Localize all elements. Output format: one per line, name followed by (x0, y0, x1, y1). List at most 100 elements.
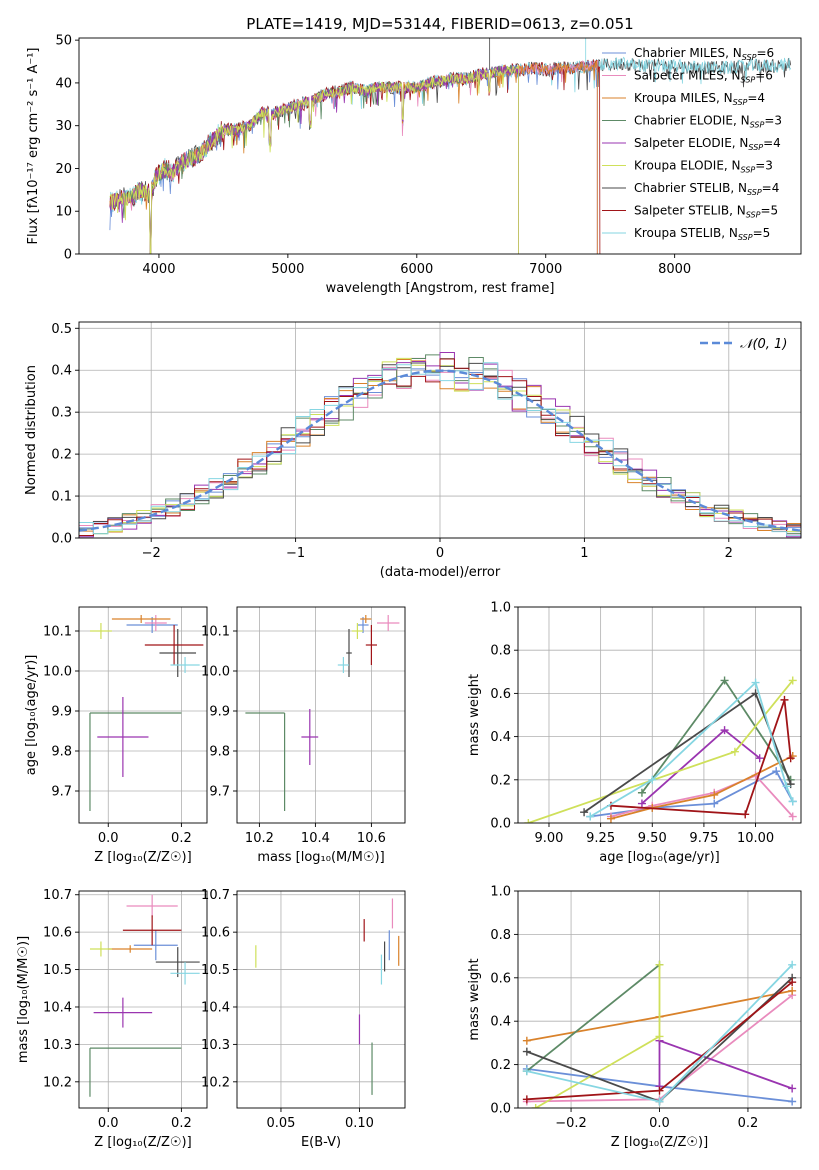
y-tick-label: 10 (55, 205, 72, 220)
series-chabrier-miles (586, 767, 797, 821)
x-tick-label: 6000 (400, 262, 433, 277)
legend-label: Kroupa ELODIE, NSSP=3 (634, 159, 773, 175)
spectrum-line-chabrier-stelib (109, 57, 792, 254)
y-tick-label: 10.7 (201, 888, 230, 903)
errorbar-kroupa-elodie (89, 941, 112, 957)
y-tick-label: 10.1 (201, 625, 230, 640)
plot-area-age-vs-mass (245, 615, 400, 811)
x-axis-label: Z [log₁₀(Z/Z☉)] (611, 1135, 708, 1150)
spectrum-line-kroupa-elodie (109, 65, 519, 254)
series-line (590, 769, 794, 818)
plot-area-mass-vs-Z (89, 894, 200, 1097)
chart-title: PLATE=1419, MJD=53144, FIBERID=0613, z=0… (246, 15, 633, 33)
y-tick-label: 0.8 (490, 644, 511, 659)
legend-label: Chabrier MILES, NSSP=6 (634, 46, 774, 62)
y-tick-label: 10.6 (201, 926, 230, 941)
y-tick-label: 50 (55, 34, 72, 49)
y-tick-label: 0.6 (490, 971, 511, 986)
series-marker (710, 790, 719, 799)
normal-curve (79, 369, 801, 532)
x-axis-label: age [log₁₀(age/yr)] (599, 850, 720, 865)
series-marker (741, 810, 750, 819)
plot-area-spectrum (109, 38, 792, 254)
series-line (528, 679, 794, 823)
y-tick-label: 0.3 (51, 406, 72, 421)
x-tick-label: 0.2 (171, 1116, 192, 1131)
legend: Chabrier MILES, NSSP=6 Salpeter MILES, NS… (602, 46, 782, 242)
plot-area-mass-weight-vs-Z (522, 960, 797, 1108)
y-tick-label: 40 (55, 76, 72, 91)
y-tick-label: 0.4 (51, 364, 72, 379)
axes-frame (236, 890, 406, 1109)
series-salpeter-elodie (637, 726, 764, 808)
errorbar-chabrier-elodie (245, 712, 286, 811)
y-tick-label: 10.3 (43, 1038, 72, 1053)
y-tick-label: 1.0 (490, 601, 511, 616)
x-tick-label: 9.50 (638, 831, 667, 846)
panel-mass-vs-Z: 0.0 0.2 10.2 10.3 10.4 10.5 10.6 10.7 Z [log₁₀(Z… (16, 888, 208, 1150)
panel-mass-weight-vs-Z: −0.2 0.0 0.2 0.0 0.2 0.4 0.6 0.8 1.0 Z [log₁₀(Z/Z… (467, 885, 802, 1150)
series-marker (637, 799, 646, 808)
series-chabrier-stelib (580, 689, 795, 817)
y-tick-label: 10.6 (43, 926, 72, 941)
panel-spectrum: 4000 5000 6000 7000 8000 0 10 20 30 40 50 wavelengt… (26, 15, 802, 296)
axes-frame (78, 37, 802, 255)
plot-area-residuals (79, 352, 801, 538)
x-axis-label: E(B-V) (301, 1135, 341, 1150)
x-axis-label: Z [log₁₀(Z/Z☉)] (94, 850, 191, 865)
y-tick-label: 0 (64, 248, 72, 263)
series-marker (788, 978, 797, 987)
series-marker (710, 799, 719, 808)
series-marker (755, 754, 764, 763)
y-tick-label: 0.5 (51, 322, 72, 337)
series-marker (720, 676, 729, 685)
y-tick-label: 0.4 (490, 730, 511, 745)
errorbar-chabrier-miles (126, 617, 178, 633)
errorbar-salpeter-miles (126, 894, 178, 918)
errorbar-salpeter-miles (377, 615, 400, 631)
series-kroupa-stelib (586, 678, 797, 821)
errorbar-chabrier-stelib (159, 629, 197, 677)
series-kroupa-stelib (522, 960, 797, 1106)
x-tick-label: 10.2 (245, 831, 274, 846)
y-tick-label: 9.9 (209, 705, 230, 720)
y-tick-label: 0.4 (490, 1015, 511, 1030)
series-marker (522, 1067, 531, 1076)
series-marker (786, 754, 795, 763)
errorbar-kroupa-stelib (170, 962, 200, 985)
x-tick-label: 7000 (529, 262, 562, 277)
y-tick-label: 9.7 (209, 785, 230, 800)
x-tick-label: 1 (580, 546, 588, 561)
panel-mass-weight-vs-age: 9.00 9.25 9.50 9.75 10.00 0.0 0.2 0.4 0.6 0.8 1.0 a… (467, 601, 802, 865)
x-tick-label: 0.0 (98, 1116, 119, 1131)
legend-label: 𝒩(0, 1) (740, 337, 787, 352)
series-salpeter-elodie (655, 1036, 797, 1093)
series-marker (782, 782, 791, 791)
panel-age-vs-mass: 10.2 10.4 10.6 9.7 9.8 9.9 10.0 10.1 mass [log₁₀… (201, 606, 406, 865)
errorbar-salpeter-stelib (122, 915, 182, 946)
panel-age-vs-Z: 0.0 0.2 9.7 9.8 9.9 10.0 10.1 Z [log₁₀(Z/Z☉)] ag… (24, 606, 208, 865)
x-axis-label: mass [log₁₀(M/M☉)] (257, 850, 384, 865)
x-tick-label: 9.75 (689, 831, 718, 846)
legend-label: Kroupa STELIB, NSSP=5 (634, 226, 770, 242)
y-tick-label: 10.5 (43, 963, 72, 978)
y-axis-label: Normed distribution (24, 365, 39, 495)
spectrum-line-kroupa-stelib (109, 56, 792, 254)
series-marker (720, 726, 729, 735)
y-tick-label: 10.2 (43, 1075, 72, 1090)
plot-area-age-vs-Z (89, 615, 204, 811)
y-tick-label: 0.2 (490, 1058, 511, 1073)
x-tick-label: 10.6 (357, 831, 386, 846)
x-axis-label: wavelength [Angstrom, rest frame] (326, 281, 555, 296)
series-marker (751, 678, 760, 687)
legend-label: Salpeter STELIB, NSSP=5 (634, 204, 778, 220)
errorbar-salpeter-elodie (97, 697, 149, 777)
x-axis-label: (data-model)/error (380, 565, 501, 580)
series-marker (788, 797, 797, 806)
y-axis-label: age [log₁₀(age/yr)] (24, 655, 39, 776)
y-tick-label: 9.8 (209, 745, 230, 760)
y-tick-label: 0.0 (490, 817, 511, 832)
x-tick-label: −1 (286, 546, 305, 561)
spectrum-line-salpeter-elodie (109, 64, 519, 254)
